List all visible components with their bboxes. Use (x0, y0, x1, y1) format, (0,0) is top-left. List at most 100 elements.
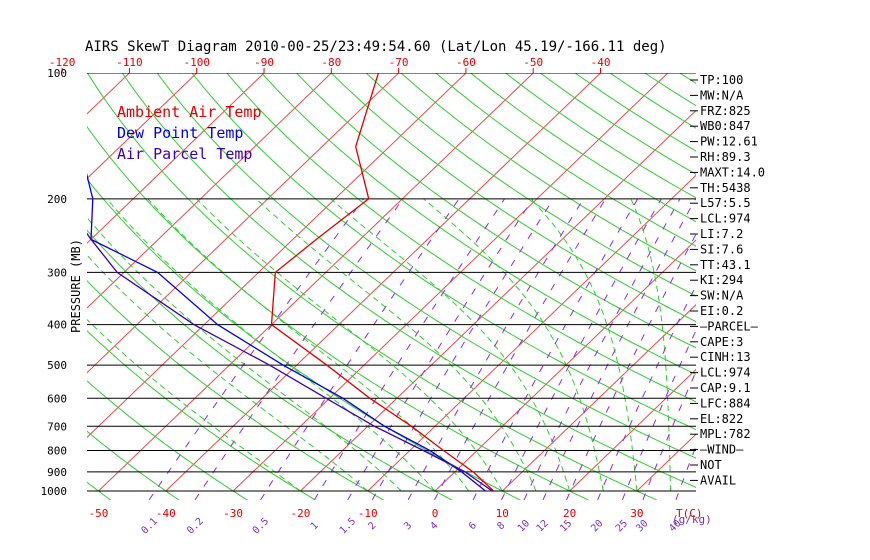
stability-index-label: PW:12.61 (700, 135, 758, 149)
isotherm-lines (87, 58, 870, 492)
dry-adiabat-line (400, 73, 696, 272)
mixing-ratio-tick-label: 30 (634, 518, 650, 534)
mixing-ratio-tick-label: 10 (516, 518, 532, 534)
mixing-ratio-tick-label: 25 (614, 518, 630, 534)
mixing-ratio-line (148, 198, 365, 500)
stability-index-label: NOT (700, 458, 722, 472)
dry-adiabat-line (0, 54, 49, 505)
isotherm-line (87, 73, 333, 309)
dry-adiabat-line (87, 481, 112, 500)
dry-adiabat-line (469, 73, 696, 223)
stability-index-label: CINH:13 (700, 350, 751, 364)
mixing-ratio-line (542, 198, 696, 500)
pressure-tick-label: 700 (47, 420, 67, 433)
mixing-ratio-line (642, 370, 696, 500)
isotherm-line (232, 73, 669, 492)
stability-index-label: TH:5438 (700, 181, 751, 195)
moist-adiabat-line (87, 254, 369, 492)
stability-index-label: LCL:974 (700, 212, 751, 226)
stability-index-label: L57:5.5 (700, 196, 751, 210)
mixing-ratio-tick-label: 1.5 (338, 516, 359, 537)
isotherm-line (569, 368, 696, 492)
mixing-ratio-tick-label: 15 (558, 518, 574, 534)
moist-adiabat-line (106, 198, 436, 492)
pressure-tick-label: 900 (47, 466, 67, 479)
legend-entry: Ambient Air Temp (117, 103, 262, 121)
bottom-temp-tick-label: -50 (89, 507, 109, 520)
legend-entry: Air Parcel Temp (117, 145, 252, 163)
mixing-ratio-line (621, 329, 696, 500)
dry-adiabat-lines (0, 54, 870, 505)
mixing-ratio-tick-label: 3 (402, 520, 414, 532)
dry-adiabat-line (504, 73, 696, 199)
pressure-tick-label: 200 (47, 193, 67, 206)
moist-adiabat-line (423, 198, 604, 492)
top-temp-tick-label: -60 (456, 56, 476, 69)
bottom-temp-tick-label: 10 (496, 507, 509, 520)
dry-adiabat-line (260, 73, 696, 376)
dry-adiabat-line (87, 280, 385, 500)
mixing-ratio-line (501, 198, 662, 500)
moist-adiabat-line (255, 198, 537, 492)
dry-adiabat-line (87, 125, 590, 500)
dry-adiabat-line (226, 73, 696, 403)
dry-adiabat-line (191, 73, 696, 431)
mixing-ratio-tick-label: 0.5 (251, 516, 272, 537)
legend: Ambient Air Temp Dew Point Temp Air Parcel… (117, 103, 262, 163)
isotherm-line (300, 109, 696, 492)
dry-adiabat-line (87, 330, 317, 500)
top-temp-tick-label: -110 (116, 56, 143, 69)
series-line (87, 232, 493, 492)
pressure-tick-label: 300 (47, 266, 67, 279)
dry-adiabat-line (121, 73, 696, 488)
mixing-ratio-tick-label: 12 (535, 518, 551, 534)
mixing-ratio-tick-label: 1 (309, 520, 321, 532)
dry-adiabat-line (435, 73, 696, 247)
mixing-ratio-tick-label: 2 (366, 520, 378, 532)
isotherm-line (87, 73, 265, 244)
mixing-ratio-tick-label: 0.2 (185, 516, 206, 537)
mixing-ratio-tick-label: 8 (495, 520, 507, 532)
stability-index-label: MPL:782 (700, 427, 751, 441)
stability-index-label: AVAIL (700, 473, 736, 487)
dry-adiabat-line (752, 54, 870, 505)
stability-index-label: MW:N/A (700, 88, 744, 102)
moist-adiabat-line (147, 198, 470, 492)
top-temp-tick-label: -80 (321, 56, 341, 69)
stability-index-label: RH:89.3 (700, 150, 751, 164)
dry-adiabat-line (820, 54, 870, 505)
stability-index-label: CAP:9.1 (700, 381, 751, 395)
top-temp-tick-label: -70 (389, 56, 409, 69)
stability-index-label: EI:0.2 (700, 304, 743, 318)
mixing-ratio-tick-label: 6 (467, 520, 479, 532)
mixing-ratio-tick-label: 20 (589, 518, 605, 534)
isotherm-line (87, 73, 198, 180)
top-temp-tick-label: -100 (183, 56, 210, 69)
mixing-ratio-unit-label: (g/kg) (672, 513, 712, 526)
chart-title: AIRS SkewT Diagram 2010-00-25/23:49:54.6… (85, 39, 667, 55)
mixing-ratio-line (313, 198, 506, 500)
moist-adiabat-line (330, 198, 571, 492)
axes: -120 -110 -100 -90 -80 -70 -60 -50 -40-50 -40 -30-… (41, 56, 712, 537)
dry-adiabat-line (87, 178, 522, 500)
mixing-ratio-line (260, 198, 460, 500)
isotherm-line (772, 58, 870, 491)
stability-index-label: LFC:884 (700, 396, 751, 410)
stability-index-label: CAPE:3 (700, 335, 743, 349)
top-temp-tick-label: -50 (523, 56, 543, 69)
stability-index-label: SW:N/A (700, 289, 744, 303)
dry-adiabat-line (156, 73, 696, 459)
top-temp-tick-label: -120 (49, 56, 76, 69)
legend-entry: Dew Point Temp (117, 124, 243, 142)
pressure-tick-label: 100 (47, 67, 67, 80)
dry-adiabat-line (87, 380, 248, 500)
moist-adiabat-line (196, 198, 503, 492)
series-line (87, 172, 486, 492)
moist-adiabat-line (87, 216, 402, 492)
pressure-tick-label: 400 (47, 319, 67, 332)
mixing-ratio-line (566, 233, 696, 500)
isotherm-line (87, 73, 400, 374)
dry-adiabat-line (87, 430, 180, 500)
